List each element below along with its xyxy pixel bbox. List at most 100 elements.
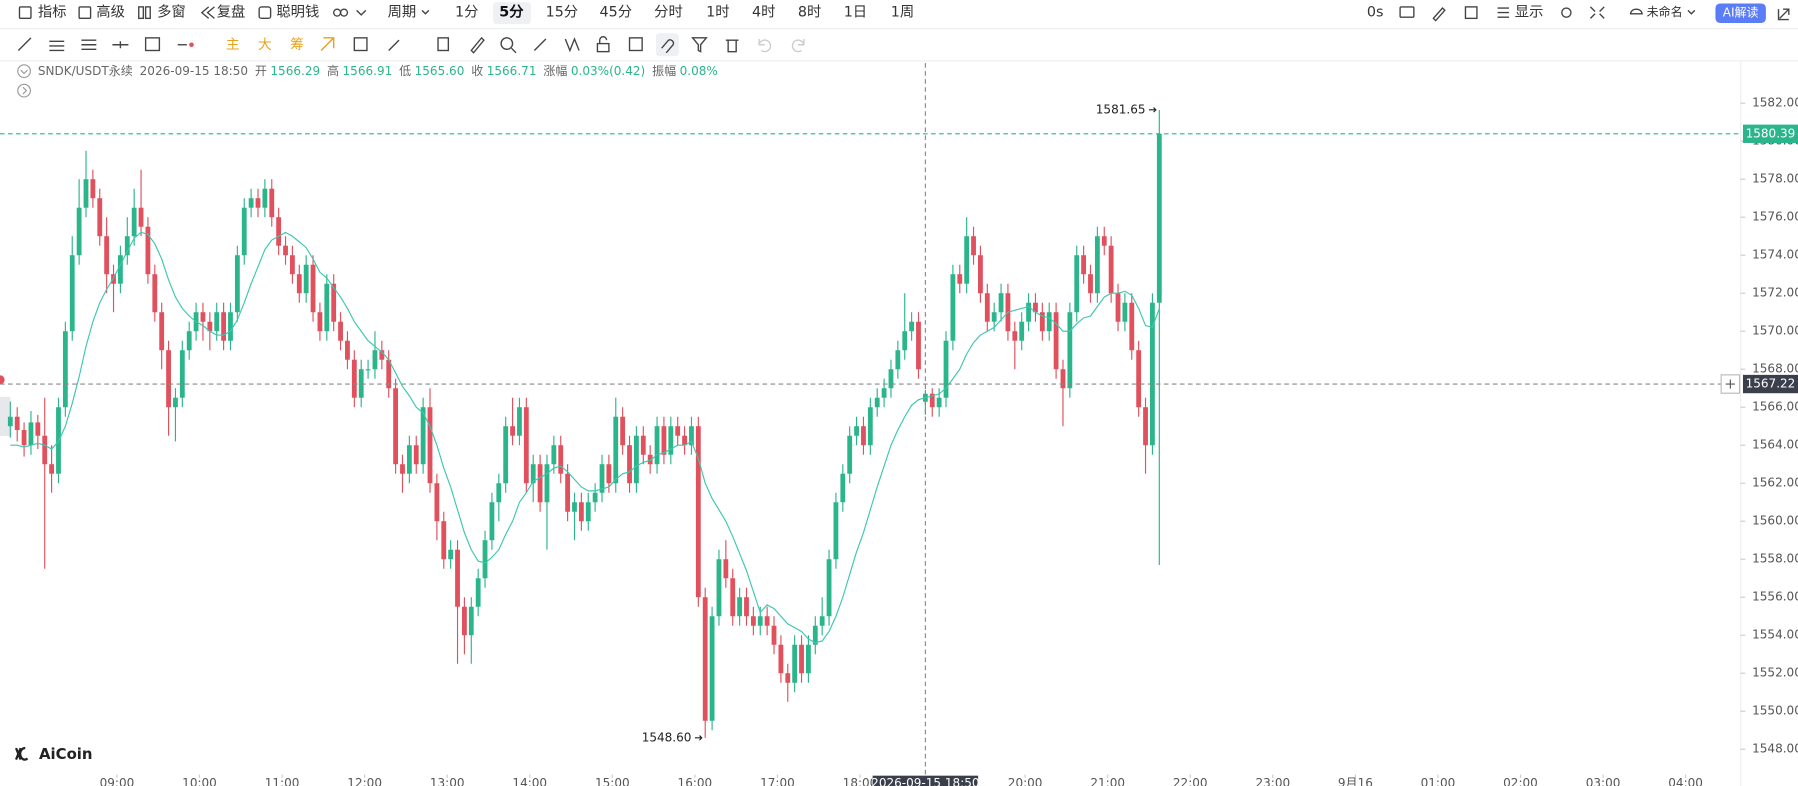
candle-body — [427, 407, 433, 484]
period-button[interactable]: 1日 — [844, 5, 867, 21]
legend-label: 涨幅 — [543, 63, 567, 78]
candle-body — [214, 312, 220, 332]
candle-body — [1122, 302, 1128, 322]
candle-body — [228, 312, 233, 341]
legend-label: 开 — [255, 64, 267, 78]
x-tick-label: 20:00 — [1008, 776, 1043, 786]
candle-body — [496, 483, 502, 503]
candle-body — [338, 321, 343, 341]
candle-body — [929, 393, 935, 408]
candle-body — [709, 616, 715, 721]
max-arrow — [1148, 107, 1157, 113]
ai-button-bg[interactable] — [1715, 3, 1766, 23]
candle-body — [49, 464, 55, 474]
candle-body — [1115, 293, 1121, 322]
indicator-button[interactable]: 主 — [226, 37, 240, 53]
x-tick-label: 09:00 — [100, 776, 135, 786]
candle-body — [262, 188, 268, 208]
candle-body — [895, 350, 901, 370]
candle-body — [1019, 321, 1025, 341]
legend-expand-icon[interactable] — [17, 83, 31, 98]
toolbar: 指标 高级 多窗 复盘 聪明钱 周期 1分 5分 15分 45分 分时 1时 4时 8时 1日 1周 0s 显示 未… — [38, 3, 1759, 53]
min-arrow — [694, 735, 703, 741]
period-button[interactable]: 15分 — [546, 4, 579, 21]
toolbar-button[interactable]: 聪明钱 — [276, 4, 319, 21]
candle-body — [991, 312, 997, 322]
legend-value: 1566.71 — [487, 64, 537, 78]
candle-body — [207, 321, 213, 332]
candle-body — [14, 416, 20, 431]
toolbar-button[interactable]: 复盘 — [217, 3, 246, 21]
toolbar-button[interactable]: 高级 — [96, 4, 125, 21]
candle-body — [544, 464, 550, 503]
candle-body — [276, 217, 282, 246]
y-tick-label: 1576.00 — [1752, 210, 1798, 224]
y-tick-label: 1554.00 — [1752, 628, 1798, 642]
candle-body — [283, 245, 288, 256]
left-marker — [0, 375, 5, 385]
legend: SNDK/USDT永续 2026-09-15 18:50 开 1566.29 高 1566… — [38, 63, 718, 78]
period-button[interactable]: 8时 — [798, 4, 821, 21]
legend-label: 低 — [399, 64, 411, 78]
candle-body — [221, 312, 227, 341]
x-tick-label: 12:00 — [347, 776, 382, 786]
legend-collapse-icon[interactable] — [17, 64, 31, 79]
candle-body — [806, 644, 811, 674]
candle-body — [957, 274, 963, 284]
crosshair-time-box — [872, 775, 979, 786]
x-tick-label: 15:00 — [595, 776, 630, 786]
candle-body — [97, 198, 103, 237]
candle-body — [978, 255, 983, 294]
candle-body — [448, 549, 454, 560]
period-button[interactable]: 1周 — [891, 5, 914, 21]
candle-body — [289, 255, 295, 275]
timer: 0s — [1367, 5, 1384, 21]
period-button[interactable]: 4时 — [752, 4, 775, 21]
candle-body — [7, 416, 13, 427]
plot: 1548.00 1550.00 1552.00 1554.00 1556.00 1558.… — [0, 63, 1798, 786]
candle-body — [406, 445, 412, 474]
period-button[interactable]: 5分 — [499, 4, 524, 21]
indicator-button[interactable]: 大 — [258, 37, 272, 53]
candle-body — [503, 426, 509, 484]
candle-body — [269, 188, 275, 218]
candle-body — [1108, 245, 1114, 294]
x-tick-label: 22:00 — [1173, 776, 1208, 786]
crosshair-price-label: 1567.22 — [1746, 377, 1796, 391]
candle-body — [517, 407, 522, 436]
toolbar-icons — [17, 6, 1790, 57]
period-button[interactable]: 45分 — [599, 4, 632, 21]
period-button[interactable]: 1时 — [706, 4, 729, 21]
left-tab[interactable] — [0, 397, 11, 437]
candle-body — [971, 236, 976, 256]
candle-body — [145, 226, 151, 275]
x-tick-label: 18:00 — [843, 776, 878, 786]
toolbar-button[interactable]: 多窗 — [157, 3, 186, 21]
crosshair-plus — [1725, 379, 1735, 389]
candle-body — [83, 179, 89, 208]
candle-body — [420, 407, 426, 465]
period-dropdown[interactable]: 周期 — [388, 4, 417, 21]
toolbar-button[interactable]: 指标 — [38, 4, 67, 21]
candle-body — [365, 369, 371, 371]
candle-body — [689, 426, 694, 446]
candle-body — [455, 549, 460, 607]
candle-body — [964, 236, 970, 284]
legend-value: 1566.29 — [270, 64, 320, 78]
layout-name[interactable]: 未命名 — [1647, 4, 1683, 19]
ai-button[interactable]: AI解读 — [1723, 6, 1759, 20]
display-button[interactable]: 显示 — [1515, 5, 1544, 21]
candle-body — [840, 473, 846, 503]
period-button[interactable]: 分时 — [654, 4, 683, 21]
candle-body — [1026, 302, 1031, 322]
candle-body — [785, 673, 791, 683]
candle-body — [950, 274, 956, 341]
indicator-button[interactable]: 筹 — [290, 36, 304, 53]
candle-body — [159, 312, 165, 351]
period-button[interactable]: 1分 — [455, 4, 478, 21]
legend-collapse-arrow — [20, 69, 28, 75]
y-tick-label: 1562.00 — [1752, 476, 1798, 490]
candle-body — [441, 521, 447, 560]
x-tick-label: 23:00 — [1255, 776, 1290, 786]
candle-body — [874, 397, 880, 408]
